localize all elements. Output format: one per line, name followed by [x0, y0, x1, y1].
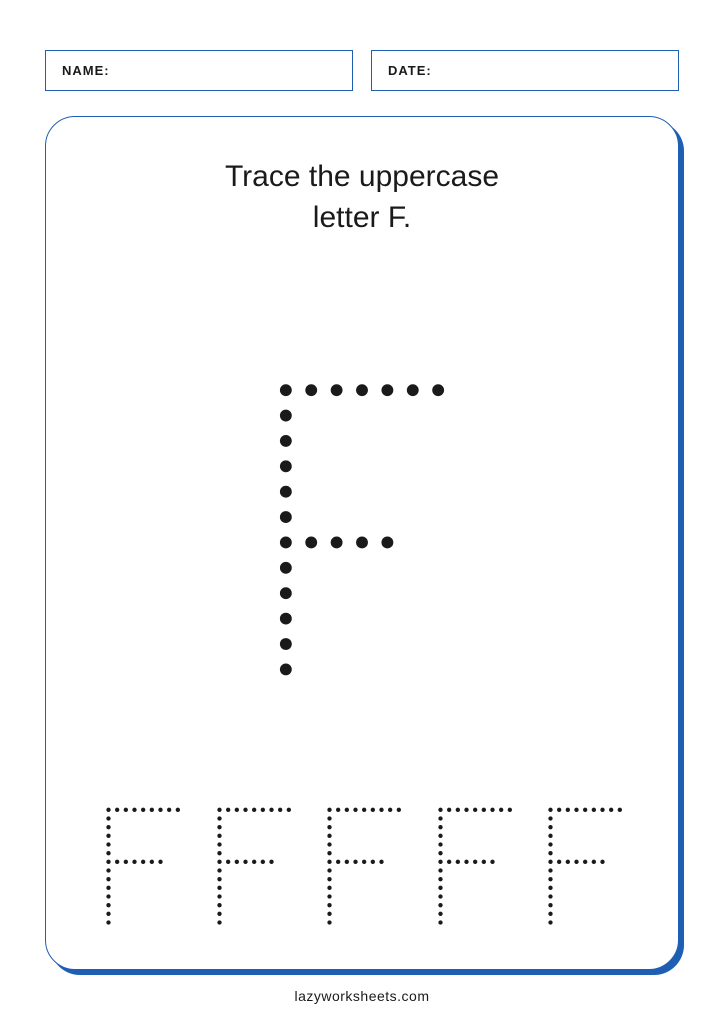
- header-row: NAME: DATE:: [45, 50, 679, 91]
- main-panel-wrap: Trace the uppercase letter F.: [45, 116, 679, 970]
- main-panel: Trace the uppercase letter F.: [45, 116, 679, 970]
- big-letter-f: [252, 334, 472, 734]
- small-letter-f: [317, 799, 407, 929]
- big-letter-area: [76, 268, 648, 799]
- name-label: NAME:: [62, 63, 110, 78]
- date-label: DATE:: [388, 63, 432, 78]
- small-letter-f: [96, 799, 186, 929]
- instruction-text: Trace the uppercase letter F.: [225, 157, 499, 238]
- date-field[interactable]: DATE:: [371, 50, 679, 91]
- small-letter-f: [538, 799, 628, 929]
- small-letter-f: [207, 799, 297, 929]
- instruction-line2: letter F.: [313, 201, 411, 234]
- small-letters-row: [76, 799, 648, 939]
- instruction-line1: Trace the uppercase: [225, 160, 499, 193]
- name-field[interactable]: NAME:: [45, 50, 353, 91]
- small-letter-f: [428, 799, 518, 929]
- footer-text: lazyworksheets.com: [45, 988, 679, 1004]
